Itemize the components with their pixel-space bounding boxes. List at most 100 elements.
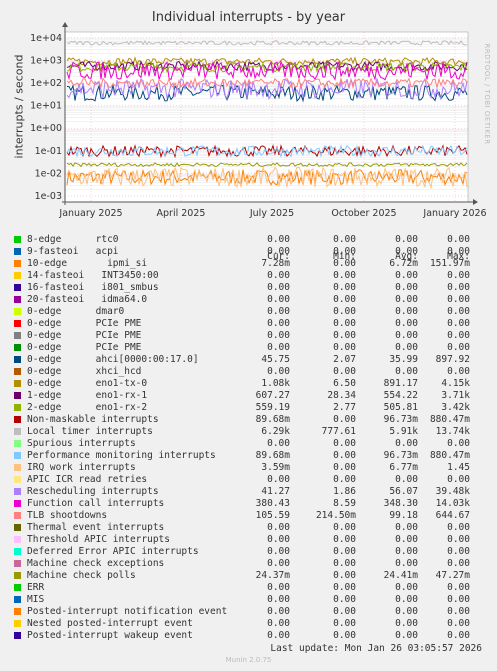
legend-value-avg: 56.07 xyxy=(389,486,418,497)
legend-value-cur: 380.43 xyxy=(255,498,290,509)
legend-value-max: 0.00 xyxy=(447,606,470,617)
legend-value-cur: 89.68m xyxy=(255,414,290,425)
legend-value-max: 880.47m xyxy=(429,414,470,425)
legend-value-cur: 0.00 xyxy=(267,630,290,641)
series-line-15 xyxy=(66,144,468,159)
legend-value-avg: 0.00 xyxy=(395,366,418,377)
legend-value-avg: 348.30 xyxy=(383,498,418,509)
series-line-23 xyxy=(66,76,468,90)
legend-value-min: 0.00 xyxy=(333,522,356,533)
legend-value-avg: 0.00 xyxy=(395,582,418,593)
legend-item: Posted-interrupt wakeup event 0.00 0.00 0.0… xyxy=(0,630,497,642)
legend-value-min: 0.00 xyxy=(333,450,356,461)
legend-value-avg: 99.18 xyxy=(389,510,418,521)
rrdtool-credit: RRDTOOL / TOBI OETIKER xyxy=(483,43,491,145)
legend-value-avg: 0.00 xyxy=(395,606,418,617)
legend-value-cur: 559.19 xyxy=(255,402,290,413)
legend-swatch xyxy=(14,380,21,387)
legend-item: IRQ work interrupts 3.59m 0.00 6.77m 1.45 xyxy=(0,462,497,474)
legend-value-cur: 1.08k xyxy=(261,378,290,389)
legend-series-name: Thermal event interrupts xyxy=(27,522,165,533)
legend-value-min: 0.00 xyxy=(333,270,356,281)
legend-swatch xyxy=(14,464,21,471)
legend-value-min: 0.00 xyxy=(333,282,356,293)
legend-item: 16-fasteoi i801_smbus 0.00 0.00 0.00 0.00 xyxy=(0,282,497,294)
series-line-19 xyxy=(66,166,468,190)
x-tick-label: July 2025 xyxy=(249,208,294,219)
legend-value-min: 0.00 xyxy=(333,342,356,353)
legend-value-min: 0.00 xyxy=(333,630,356,641)
legend-value-cur: 0.00 xyxy=(267,342,290,353)
legend-swatch xyxy=(14,620,21,627)
legend-value-min: 0.00 xyxy=(333,330,356,341)
y-tick-label: 1e+02 xyxy=(30,78,62,89)
legend-item: 10-edge ipmi_si 7.28m 0.00 6.72m 151.97m xyxy=(0,258,497,270)
x-tick-label: January 2025 xyxy=(58,208,122,219)
legend-value-cur: 0.00 xyxy=(267,366,290,377)
legend-item: APIC ICR read retries 0.00 0.00 0.00 0.00 xyxy=(0,474,497,486)
legend-value-cur: 0.00 xyxy=(267,582,290,593)
legend-swatch xyxy=(14,392,21,399)
legend-series-name: 0-edge PCIe PME xyxy=(27,318,142,329)
legend-value-avg: 0.00 xyxy=(395,318,418,329)
legend-value-min: 0.00 xyxy=(333,294,356,305)
legend-swatch xyxy=(14,572,21,579)
legend-value-min: 0.00 xyxy=(333,474,356,485)
legend-swatch xyxy=(14,524,21,531)
legend-series-name: Posted-interrupt wakeup event xyxy=(27,630,193,641)
legend-value-min: 0.00 xyxy=(333,618,356,629)
legend-value-min: 0.00 xyxy=(333,366,356,377)
legend-value-cur: 607.27 xyxy=(255,390,290,401)
legend-value-min: 2.77 xyxy=(333,402,356,413)
legend-value-min: 0.00 xyxy=(333,306,356,317)
legend-value-cur: 0.00 xyxy=(267,294,290,305)
legend-series-name: 20-fasteoi idma64.0 xyxy=(27,294,148,305)
legend-series-name: 16-fasteoi i801_smbus xyxy=(27,282,159,293)
legend-value-max: 0.00 xyxy=(447,342,470,353)
legend-value-max: 0.00 xyxy=(447,522,470,533)
legend-value-max: 644.67 xyxy=(435,510,470,521)
legend-swatch xyxy=(14,404,21,411)
legend-value-max: 3.42k xyxy=(441,402,470,413)
legend-value-cur: 41.27 xyxy=(261,486,290,497)
legend-value-max: 0.00 xyxy=(447,534,470,545)
legend-item: 0-edge dmar0 0.00 0.00 0.00 0.00 xyxy=(0,306,497,318)
legend-series-name: 8-edge rtc0 xyxy=(27,234,119,245)
legend-value-min: 0.00 xyxy=(333,438,356,449)
legend-value-max: 0.00 xyxy=(447,306,470,317)
legend-value-cur: 0.00 xyxy=(267,558,290,569)
legend-value-avg: 0.00 xyxy=(395,282,418,293)
y-axis-label: interrupts / second xyxy=(12,54,26,159)
legend-value-cur: 0.00 xyxy=(267,318,290,329)
y-tick-label: 1e+04 xyxy=(30,33,62,44)
x-axis-arrow xyxy=(473,199,478,205)
legend-col-avg: Avg: xyxy=(395,251,418,262)
legend-item: ERR 0.00 0.00 0.00 0.00 xyxy=(0,582,497,594)
legend-swatch xyxy=(14,356,21,363)
legend-series-name: 14-fasteoi INT3450:00 xyxy=(27,270,159,281)
legend-value-cur: 0.00 xyxy=(267,534,290,545)
y-tick-label: 1e-02 xyxy=(35,168,62,179)
legend-value-max: 0.00 xyxy=(447,270,470,281)
legend-item: Deferred Error APIC interrupts 0.00 0.00 0.… xyxy=(0,546,497,558)
legend-value-avg: 0.00 xyxy=(395,522,418,533)
series-lines xyxy=(66,39,468,190)
series-line-18 xyxy=(66,144,468,158)
legend-item: 0-edge PCIe PME 0.00 0.00 0.00 0.00 xyxy=(0,318,497,330)
legend-swatch xyxy=(14,548,21,555)
legend-value-min: 8.59 xyxy=(333,498,356,509)
legend-value-max: 0.00 xyxy=(447,282,470,293)
legend-value-avg: 0.00 xyxy=(395,246,418,257)
legend-value-cur: 0.00 xyxy=(267,234,290,245)
legend-value-min: 28.34 xyxy=(327,390,356,401)
legend-item: 20-fasteoi idma64.0 0.00 0.00 0.00 0.00 xyxy=(0,294,497,306)
legend-series-name: APIC ICR read retries xyxy=(27,474,148,485)
legend-value-avg: 0.00 xyxy=(395,618,418,629)
legend-item: 2-edge eno1-rx-2 559.19 2.77 505.81 3.42k xyxy=(0,402,497,414)
y-tick-label: 1e-03 xyxy=(35,191,62,202)
legend-col-min: Min: xyxy=(333,251,356,262)
legend-swatch xyxy=(14,500,21,507)
legend-swatch xyxy=(14,344,21,351)
legend-series-name: 0-edge eno1-tx-0 xyxy=(27,378,148,389)
legend-value-min: 0.00 xyxy=(333,534,356,545)
